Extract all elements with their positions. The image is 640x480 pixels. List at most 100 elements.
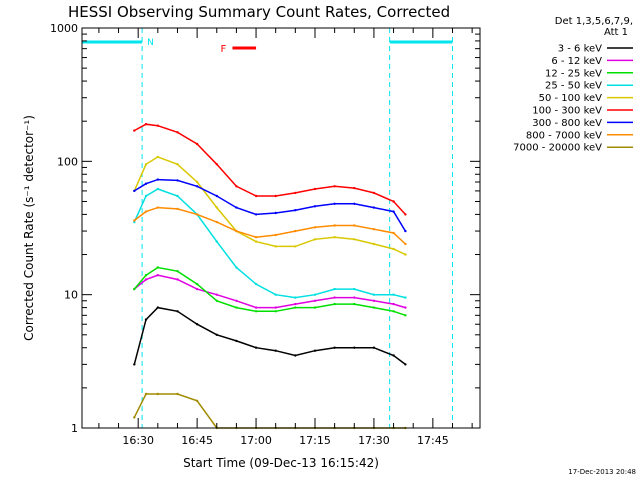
data-point	[392, 247, 395, 251]
data-point	[144, 392, 148, 396]
data-point	[294, 354, 297, 357]
data-point	[235, 185, 238, 188]
data-point	[274, 310, 277, 313]
data-point	[254, 240, 258, 243]
data-point	[372, 293, 376, 296]
data-point	[254, 213, 258, 216]
y-tick-label: 1000	[50, 22, 78, 35]
data-point	[372, 206, 376, 209]
data-point	[215, 293, 218, 296]
data-point	[254, 194, 258, 198]
data-point	[133, 129, 136, 132]
data-point	[404, 253, 407, 256]
data-point	[156, 206, 159, 209]
data-point	[215, 299, 218, 302]
flare-band-label: F	[220, 44, 226, 55]
data-point	[353, 302, 356, 306]
data-point	[144, 194, 148, 198]
data-point	[156, 306, 159, 309]
x-tick-label: 17:30	[358, 434, 390, 447]
data-point	[274, 349, 277, 352]
data-point	[176, 131, 179, 134]
data-point	[353, 287, 356, 291]
data-point	[294, 245, 297, 248]
data-point	[176, 194, 179, 198]
data-point	[404, 296, 407, 299]
data-point	[235, 339, 238, 343]
data-point	[235, 306, 238, 309]
data-point	[392, 310, 395, 313]
series-line	[133, 123, 406, 215]
legend-heading-line-2: Att 1	[604, 27, 628, 38]
data-point	[195, 213, 199, 216]
data-point	[404, 229, 407, 233]
data-point	[294, 306, 297, 309]
data-point	[294, 302, 297, 306]
data-point	[254, 306, 258, 309]
data-point	[333, 296, 336, 299]
x-axis-label: Start Time (09-Dec-13 16:15:42)	[183, 456, 379, 470]
x-tick-label: 17:45	[417, 434, 449, 447]
data-point	[353, 346, 356, 349]
legend-label: 3 - 6 keV	[558, 44, 602, 55]
series-line	[133, 156, 406, 256]
data-point	[353, 296, 356, 299]
data-point	[215, 163, 218, 166]
data-point	[333, 287, 336, 291]
legend-heading-line-1: Det 1,3,5,6,7,9,	[555, 16, 633, 27]
series-line	[133, 274, 406, 309]
data-point	[372, 346, 376, 349]
data-point	[274, 211, 277, 215]
legend-label: 50 - 100 keV	[539, 93, 603, 104]
data-point	[156, 266, 159, 269]
plot-frame	[81, 27, 481, 429]
data-point	[235, 206, 238, 209]
data-point	[313, 299, 317, 302]
data-point	[404, 306, 407, 309]
data-point	[372, 242, 376, 246]
data-point	[235, 229, 238, 233]
data-point	[176, 310, 179, 313]
data-point	[313, 205, 317, 208]
data-point	[215, 240, 218, 243]
data-point	[353, 224, 356, 227]
data-point	[156, 178, 159, 181]
data-point	[144, 163, 148, 166]
data-point	[215, 194, 218, 198]
data-point	[133, 416, 136, 419]
legend-label: 25 - 50 keV	[545, 81, 602, 92]
x-axis: 16:30 16:45 17:00 17:15 17:30 17:45	[98, 28, 473, 447]
data-point	[235, 266, 238, 269]
legend-label: 300 - 800 keV	[532, 118, 602, 129]
data-point	[294, 209, 297, 212]
data-point	[235, 299, 238, 302]
x-tick-label: 16:45	[181, 434, 213, 447]
legend-label: 100 - 300 keV	[532, 106, 602, 117]
legend-label: 6 - 12 keV	[551, 56, 602, 67]
legend-label: 800 - 7000 keV	[526, 130, 602, 141]
data-point	[254, 310, 258, 313]
data-point	[392, 231, 395, 235]
data-point	[156, 124, 159, 127]
data-point	[195, 282, 199, 286]
footer-timestamp: 17-Dec-2013 20:48	[568, 468, 636, 476]
data-point	[144, 278, 148, 281]
x-tick-label: 17:00	[240, 434, 272, 447]
y-tick-label: 100	[57, 155, 78, 168]
data-point	[133, 219, 136, 222]
data-point	[195, 287, 199, 291]
data-point	[195, 185, 199, 188]
data-point	[372, 306, 376, 309]
night-band-label: N	[147, 38, 154, 48]
data-point	[133, 189, 136, 193]
data-point	[372, 299, 376, 302]
data-point	[156, 392, 159, 396]
series-line	[133, 206, 406, 245]
data-point	[333, 224, 336, 227]
data-point	[313, 226, 317, 229]
data-point	[404, 242, 407, 246]
data-point	[404, 213, 407, 216]
y-axis-label: Corrected Count Rate (s⁻¹ detector⁻¹)	[22, 115, 36, 341]
